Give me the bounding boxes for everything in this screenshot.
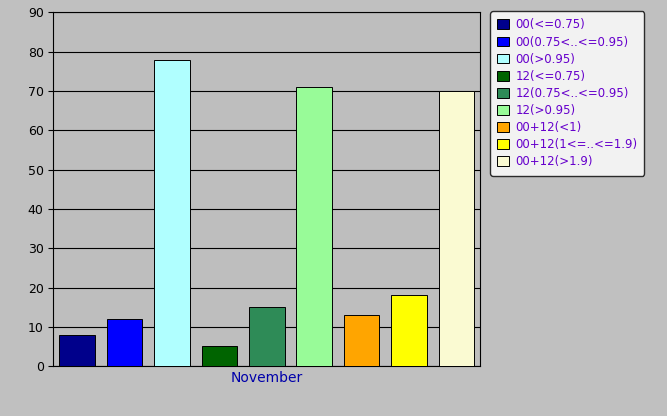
Bar	[439, 91, 474, 366]
Bar	[201, 347, 237, 366]
Bar	[344, 315, 380, 366]
Bar	[107, 319, 142, 366]
Legend: 00(<=0.75), 00(0.75<..<=0.95), 00(>0.95), 12(<=0.75), 12(0.75<..<=0.95), 12(>0.9: 00(<=0.75), 00(0.75<..<=0.95), 00(>0.95)…	[490, 11, 644, 176]
Bar	[392, 295, 427, 366]
Bar	[59, 334, 95, 366]
Bar	[249, 307, 285, 366]
Bar	[154, 59, 189, 366]
Bar	[296, 87, 332, 366]
